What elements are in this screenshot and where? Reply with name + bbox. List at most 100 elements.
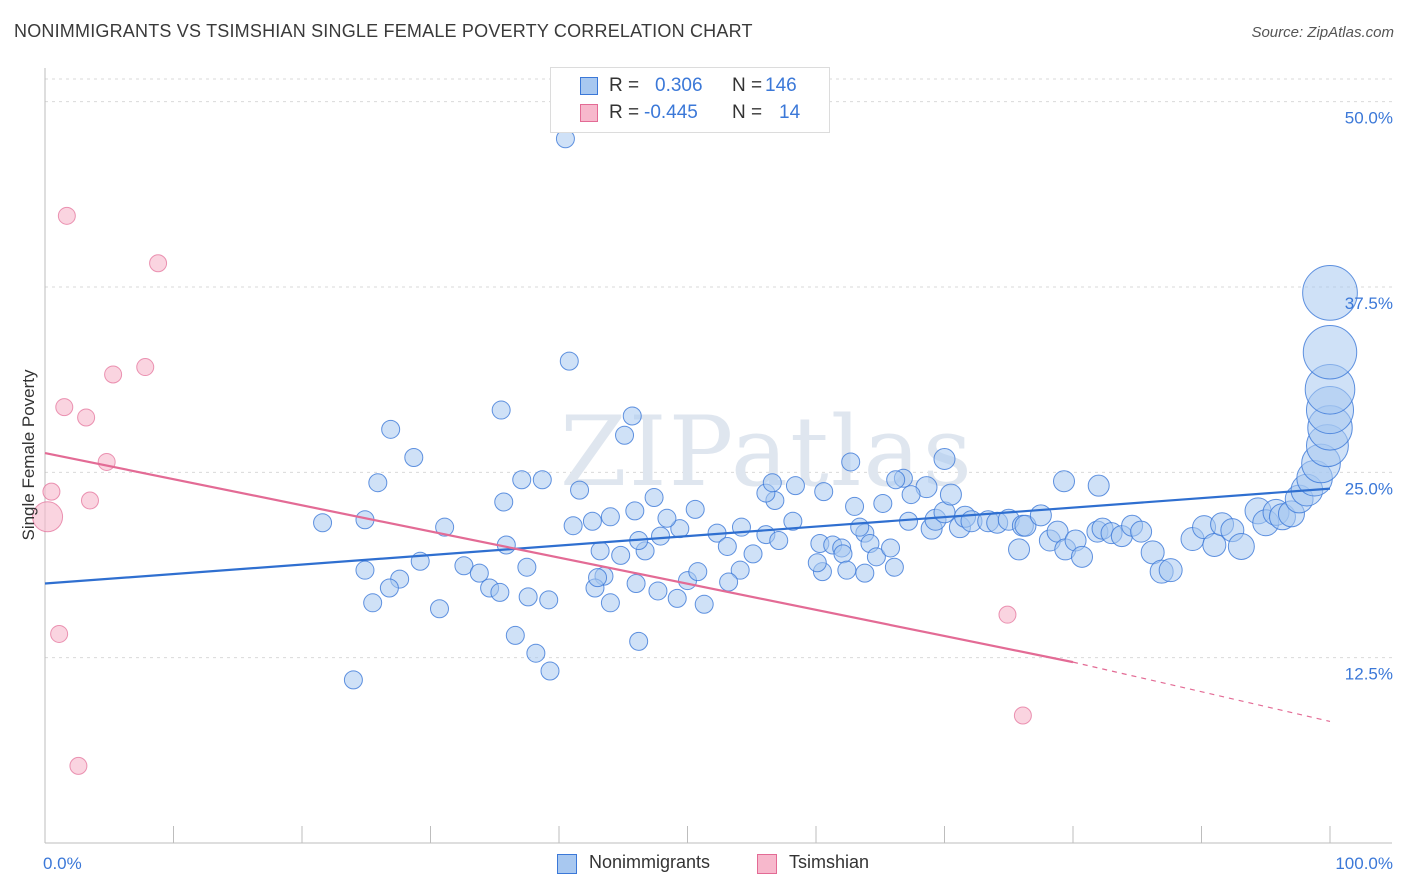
nonimmigrants-point	[355, 560, 375, 580]
nonimmigrants-point	[379, 578, 399, 598]
nonimmigrants-point	[1008, 538, 1031, 561]
legend-swatch-pink	[580, 104, 598, 122]
tsimshian-point	[1013, 706, 1032, 725]
nonimmigrants-point	[651, 526, 671, 546]
nonimmigrants-point	[435, 517, 455, 537]
nonimmigrants-point	[841, 452, 861, 472]
nonimmigrants-point	[814, 482, 834, 502]
legend-n-label: N =	[732, 102, 763, 123]
nonimmigrants-point	[588, 568, 608, 588]
tsimshian-trend-extension	[1072, 661, 1331, 723]
legend-row-nonimmigrants: R = 0.306 N = 146	[551, 73, 829, 101]
legend-row-tsimshian: R = -0.445 N = 14	[551, 100, 829, 128]
nonimmigrants-point	[933, 447, 956, 470]
legend-n-value: 14	[779, 102, 801, 123]
nonimmigrants-point	[600, 507, 620, 527]
nonimmigrants-point	[845, 496, 865, 516]
legend-n-label: N =	[732, 75, 763, 96]
nonimmigrants-point	[762, 473, 782, 493]
nonimmigrants-point	[559, 351, 579, 371]
y-axis-title: Single Female Poverty	[19, 369, 38, 541]
tsimshian-point	[32, 501, 64, 533]
nonimmigrants-point	[539, 590, 559, 610]
legend-swatch-blue	[557, 854, 577, 874]
nonimmigrants-point	[505, 625, 525, 645]
nonimmigrants-point	[490, 582, 510, 602]
legend-n-value: 146	[765, 75, 797, 96]
axes	[44, 68, 1392, 844]
nonimmigrants-point	[657, 508, 677, 528]
tsimshian-point	[42, 482, 61, 501]
tsimshian-point	[77, 408, 96, 427]
y-tick-label: 50.0%	[1345, 109, 1393, 128]
nonimmigrants-point	[785, 476, 805, 496]
nonimmigrants-point	[783, 511, 803, 531]
x-tick-label: 0.0%	[43, 854, 82, 873]
nonimmigrants-point	[570, 480, 590, 500]
nonimmigrants-trend-line	[44, 487, 1331, 585]
tsimshian-point	[57, 206, 76, 225]
nonimmigrants-point	[1302, 325, 1358, 380]
tsimshian-point	[104, 365, 123, 384]
nonimmigrants-point	[469, 563, 489, 583]
nonimmigrants-point	[518, 587, 538, 607]
nonimmigrants-point	[688, 562, 708, 582]
tsimshian-points	[32, 206, 1032, 775]
nonimmigrants-point	[873, 493, 893, 513]
nonimmigrants-point	[1070, 545, 1093, 568]
trend-lines	[44, 451, 1331, 723]
nonimmigrants-points	[313, 129, 1358, 690]
nonimmigrants-point	[563, 516, 583, 536]
nonimmigrants-point	[540, 661, 560, 681]
nonimmigrants-point	[404, 448, 424, 467]
nonimmigrants-point	[769, 531, 789, 551]
nonimmigrants-point	[1158, 558, 1183, 583]
nonimmigrants-point	[622, 406, 642, 426]
y-tick-label: 37.5%	[1345, 294, 1393, 313]
nonimmigrants-point	[939, 483, 962, 506]
nonimmigrants-point	[743, 544, 763, 564]
legend-r-value: 0.306	[655, 75, 703, 96]
nonimmigrants-point	[582, 511, 602, 531]
x-tick-label: 100.0%	[1335, 854, 1393, 873]
nonimmigrants-point	[313, 513, 333, 533]
legend-label: Nonimmigrants	[589, 852, 711, 872]
nonimmigrants-point	[363, 593, 383, 613]
source-label: Source: ZipAtlas.com	[1251, 24, 1394, 41]
nonimmigrants-point	[881, 538, 901, 558]
y-tick-label: 12.5%	[1345, 665, 1393, 684]
nonimmigrants-point	[886, 470, 906, 490]
nonimmigrants-point	[629, 631, 649, 651]
nonimmigrants-point	[491, 400, 511, 420]
legend-r-label: R =	[609, 102, 640, 123]
tsimshian-point	[80, 491, 99, 510]
nonimmigrants-point	[855, 563, 875, 583]
tsimshian-trend-line	[44, 451, 1074, 664]
nonimmigrants-point	[611, 545, 631, 565]
nonimmigrants-point	[526, 643, 546, 663]
tsimshian-point	[50, 624, 69, 643]
nonimmigrants-point	[694, 594, 714, 614]
tick-labels: 12.5% 25.0% 37.5% 50.0% 0.0% 100.0%	[43, 109, 1393, 873]
tsimshian-point	[149, 254, 168, 273]
nonimmigrants-point	[512, 470, 532, 490]
legend-r-label: R =	[609, 75, 640, 96]
nonimmigrants-point	[648, 581, 668, 601]
tsimshian-point	[998, 605, 1017, 624]
nonimmigrants-point	[1053, 470, 1076, 493]
nonimmigrants-point	[600, 593, 620, 613]
nonimmigrants-point	[429, 599, 449, 619]
nonimmigrants-point	[719, 572, 739, 592]
nonimmigrants-point	[837, 560, 857, 580]
correlation-legend: R = 0.306 N = 146 R = -0.445 N = 14	[550, 67, 830, 133]
nonimmigrants-point	[343, 670, 363, 690]
nonimmigrants-point	[833, 544, 853, 564]
nonimmigrants-point	[850, 517, 870, 537]
nonimmigrants-point	[730, 560, 750, 580]
legend-swatch-pink	[757, 854, 777, 874]
tsimshian-point	[69, 756, 88, 775]
y-tick-label: 25.0%	[1345, 479, 1393, 498]
nonimmigrants-point	[532, 470, 552, 490]
nonimmigrants-point	[884, 557, 904, 577]
nonimmigrants-point	[901, 485, 921, 505]
